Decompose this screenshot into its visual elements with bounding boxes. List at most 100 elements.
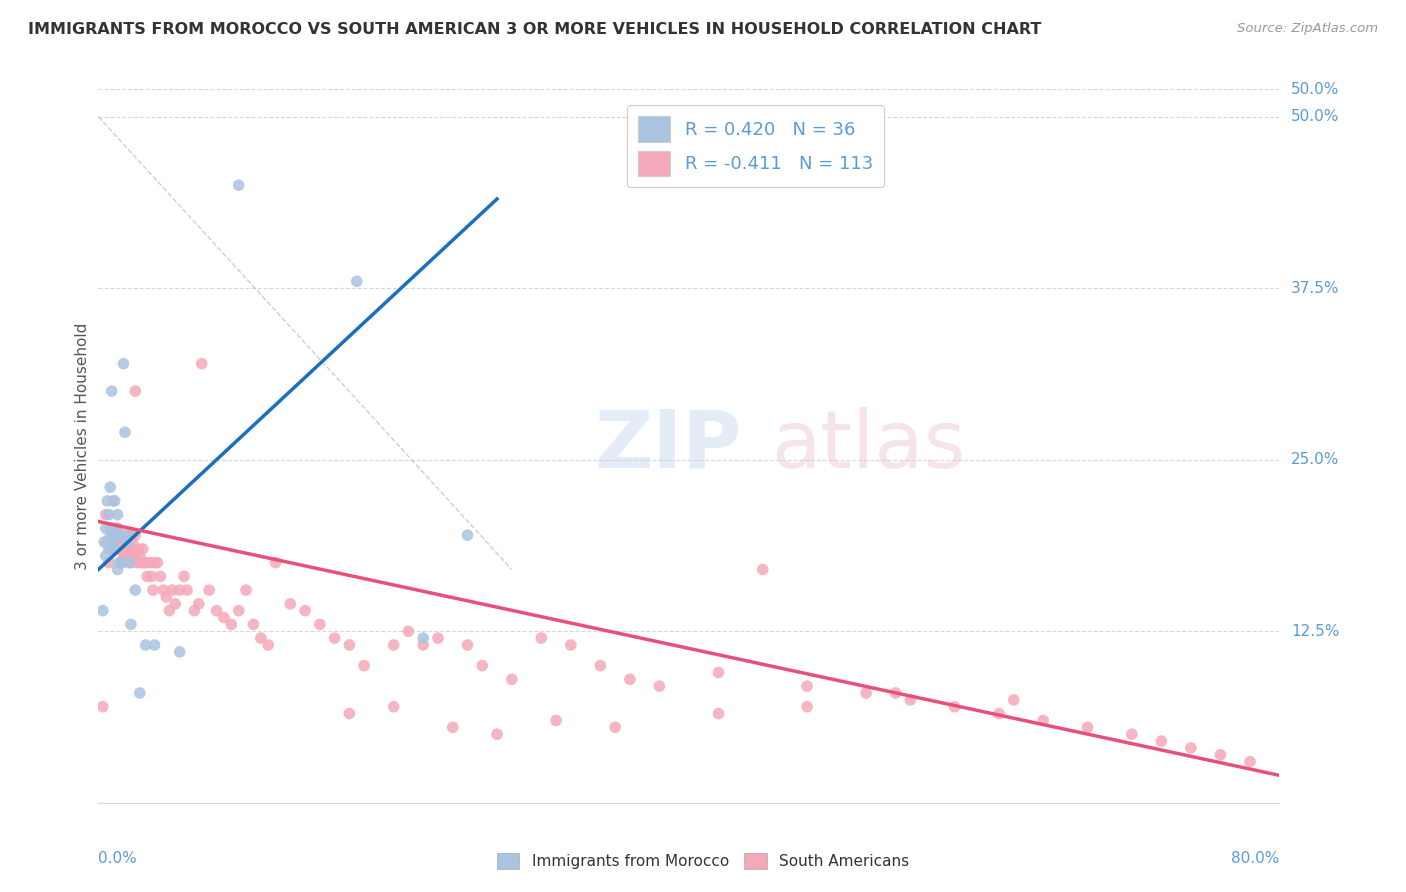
Point [107, 541, 129, 556]
Point [183, 604, 205, 618]
Point [93, 535, 115, 549]
Point [121, 535, 143, 549]
Point [884, 686, 907, 700]
Point [114, 541, 136, 556]
Y-axis label: 3 or more Vehicles in Household: 3 or more Vehicles in Household [75, 322, 90, 570]
Point [129, 556, 152, 570]
Point [108, 528, 131, 542]
Point [120, 528, 142, 542]
Point [117, 528, 139, 542]
Point [120, 556, 142, 570]
Point [107, 521, 129, 535]
Point [117, 541, 139, 556]
Point [471, 658, 494, 673]
Point [250, 631, 273, 645]
Point [264, 556, 287, 570]
Point [96, 535, 118, 549]
Point [104, 541, 127, 556]
Point [486, 727, 509, 741]
Point [111, 556, 134, 570]
Point [987, 706, 1010, 721]
Point [120, 617, 142, 632]
Point [143, 556, 166, 570]
Point [114, 425, 136, 440]
Point [107, 508, 129, 522]
Point [191, 357, 214, 371]
Point [94, 549, 117, 563]
Point [1077, 720, 1099, 734]
Text: 50.0%: 50.0% [1291, 82, 1340, 96]
Point [1002, 693, 1025, 707]
Point [117, 528, 139, 542]
Point [173, 569, 195, 583]
Point [235, 583, 257, 598]
Point [91, 699, 114, 714]
Point [751, 562, 773, 576]
Point [139, 556, 162, 570]
Point [118, 549, 141, 563]
Point [169, 645, 191, 659]
Point [943, 699, 966, 714]
Point [115, 535, 138, 549]
Point [104, 541, 127, 556]
Point [105, 528, 128, 542]
Point [105, 528, 128, 542]
Point [346, 274, 368, 288]
Point [135, 556, 157, 570]
Point [619, 673, 641, 687]
Point [127, 541, 149, 556]
Point [149, 569, 172, 583]
Point [176, 583, 198, 598]
Legend: Immigrants from Morocco, South Americans: Immigrants from Morocco, South Americans [491, 847, 915, 875]
Point [97, 556, 120, 570]
Point [900, 693, 922, 707]
Point [187, 597, 209, 611]
Point [242, 617, 264, 632]
Point [212, 610, 235, 624]
Point [427, 631, 450, 645]
Point [135, 638, 157, 652]
Point [1180, 740, 1202, 755]
Point [323, 631, 346, 645]
Point [91, 604, 114, 618]
Point [134, 556, 156, 570]
Point [104, 494, 127, 508]
Point [337, 638, 360, 652]
Point [124, 583, 146, 598]
Point [97, 541, 120, 556]
Point [112, 549, 135, 563]
Point [294, 604, 316, 618]
Point [228, 178, 250, 193]
Point [110, 541, 132, 556]
Point [128, 686, 150, 700]
Point [122, 549, 145, 563]
Point [112, 528, 135, 542]
Text: ZIP: ZIP [595, 407, 742, 485]
Point [560, 638, 582, 652]
Point [396, 624, 419, 639]
Point [198, 583, 221, 598]
Point [100, 384, 122, 398]
Point [128, 549, 150, 563]
Text: 50.0%: 50.0% [1291, 109, 1340, 124]
Point [1209, 747, 1232, 762]
Point [97, 508, 120, 522]
Point [111, 556, 134, 570]
Point [530, 631, 553, 645]
Point [103, 521, 125, 535]
Point [94, 508, 117, 522]
Text: 25.0%: 25.0% [1291, 452, 1340, 467]
Point [136, 569, 159, 583]
Point [107, 562, 129, 576]
Point [278, 597, 302, 611]
Point [1150, 734, 1173, 748]
Point [441, 720, 464, 734]
Point [103, 528, 125, 542]
Text: 12.5%: 12.5% [1291, 624, 1340, 639]
Point [146, 556, 169, 570]
Point [110, 528, 132, 542]
Point [382, 638, 405, 652]
Point [412, 631, 434, 645]
Point [121, 541, 143, 556]
Point [105, 521, 128, 535]
